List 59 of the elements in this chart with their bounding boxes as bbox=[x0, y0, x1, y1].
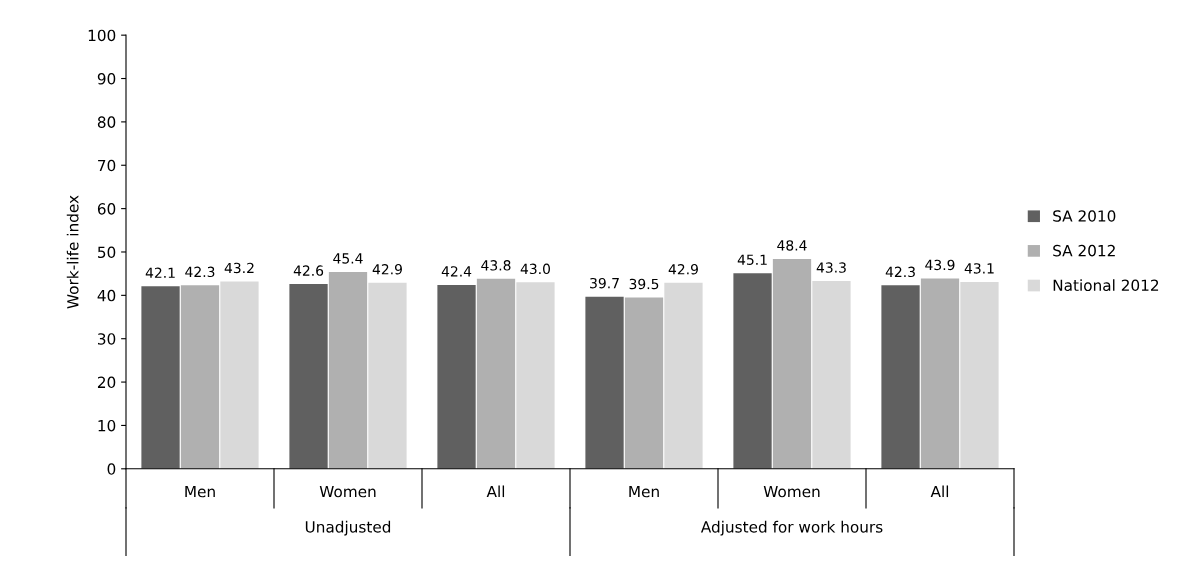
bar bbox=[585, 296, 624, 469]
bar bbox=[624, 297, 664, 469]
bar bbox=[141, 286, 180, 469]
data-label: 42.9 bbox=[372, 264, 402, 275]
bar bbox=[772, 258, 812, 469]
data-label: 43.8 bbox=[481, 260, 511, 271]
bar bbox=[437, 284, 476, 469]
y-tick-label: 40 bbox=[97, 289, 116, 302]
data-label: 43.9 bbox=[925, 259, 955, 271]
data-label: 42.6 bbox=[293, 265, 324, 276]
bar bbox=[180, 285, 220, 469]
y-tick-label: 30 bbox=[98, 333, 116, 345]
bar bbox=[368, 282, 407, 469]
bar bbox=[516, 282, 555, 469]
y-tick-label: 50 bbox=[98, 246, 116, 258]
x-tick-label: Women bbox=[319, 485, 376, 498]
bar bbox=[920, 278, 960, 469]
data-label: 45.4 bbox=[333, 253, 363, 264]
data-label: 45.1 bbox=[737, 254, 767, 265]
bar bbox=[733, 273, 772, 469]
y-tick-label: 70 bbox=[98, 159, 116, 172]
y-tick-label: 0 bbox=[107, 463, 116, 475]
bar bbox=[664, 282, 703, 469]
data-label: 42.3 bbox=[885, 266, 915, 278]
legend-label: SA 2010 bbox=[1053, 210, 1116, 222]
data-label: 43.2 bbox=[224, 262, 254, 274]
data-label: 43.1 bbox=[964, 263, 994, 274]
y-tick-label: 60 bbox=[97, 203, 116, 215]
x-tick-label: All bbox=[486, 485, 505, 498]
data-label: 39.5 bbox=[629, 278, 659, 290]
data-label: 42.4 bbox=[441, 266, 472, 277]
y-axis-title: Work-life index bbox=[66, 195, 79, 309]
legend-label: SA 2012 bbox=[1053, 244, 1115, 257]
data-label: 48.4 bbox=[777, 240, 807, 251]
bar bbox=[881, 285, 920, 469]
data-label: 39.7 bbox=[590, 277, 619, 289]
x-tick-label: Women bbox=[763, 485, 820, 498]
bar bbox=[960, 281, 999, 469]
x-tick-label: Men bbox=[629, 485, 659, 498]
data-label: 42.9 bbox=[668, 264, 698, 275]
data-label: 43.0 bbox=[520, 263, 551, 275]
y-tick-label: 10 bbox=[98, 419, 116, 432]
data-label: 42.3 bbox=[185, 266, 215, 278]
data-label: 43.3 bbox=[816, 262, 846, 273]
y-tick-label: 100 bbox=[88, 29, 116, 42]
bar bbox=[220, 281, 259, 469]
bar bbox=[812, 281, 851, 469]
bar bbox=[289, 284, 328, 469]
x-tick-label: Men bbox=[185, 485, 215, 498]
text: Adjusted for work hours bbox=[700, 520, 883, 536]
y-tick-label: 20 bbox=[97, 376, 116, 389]
x-tick-label: All bbox=[930, 485, 949, 498]
bar bbox=[328, 271, 368, 469]
data-label: 42.1 bbox=[145, 267, 175, 278]
y-tick-label: 80 bbox=[97, 116, 116, 128]
text: Unadjusted bbox=[305, 520, 391, 536]
y-tick-label: 90 bbox=[97, 72, 116, 85]
bar bbox=[476, 278, 516, 469]
legend-label: National 2012 bbox=[1053, 279, 1159, 292]
